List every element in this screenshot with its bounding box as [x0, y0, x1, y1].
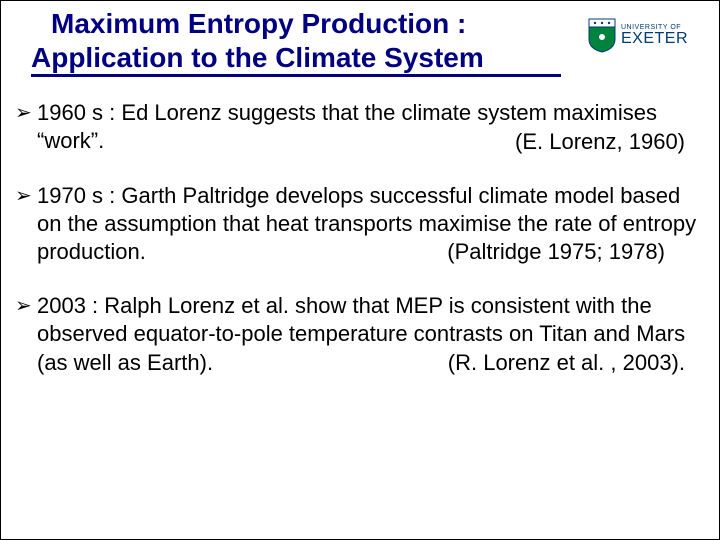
bullet-marker-icon: ➢	[15, 182, 37, 209]
bullet-item: ➢ 1960 s : Ed Lorenz suggests that the c…	[15, 99, 705, 155]
bullet-body: 2003 : Ralph Lorenz et al. show that MEP…	[37, 292, 705, 377]
shield-icon	[587, 17, 617, 53]
logo-big-text: EXETER	[621, 31, 688, 47]
title-underline: Application to the Climate System	[31, 41, 561, 78]
bullet-reference: (E. Lorenz, 1960)	[37, 128, 705, 156]
content-area: ➢ 1960 s : Ed Lorenz suggests that the c…	[1, 89, 719, 377]
bullet-marker-icon: ➢	[15, 99, 37, 126]
bullet-marker-icon: ➢	[15, 292, 37, 319]
bullet-item: ➢ 1970 s : Garth Paltridge develops succ…	[15, 182, 705, 267]
bullet-body: 1970 s : Garth Paltridge develops succes…	[37, 182, 705, 267]
title-line-1: Maximum Entropy Production :	[31, 7, 579, 41]
header: Maximum Entropy Production : Application…	[1, 1, 719, 89]
university-logo: UNIVERSITY OF EXETER	[587, 11, 707, 59]
bullet-item: ➢ 2003 : Ralph Lorenz et al. show that M…	[15, 292, 705, 377]
bullet-body: 1960 s : Ed Lorenz suggests that the cli…	[37, 99, 705, 155]
title-block: Maximum Entropy Production : Application…	[31, 7, 579, 77]
title-line-2: Application to the Climate System	[31, 41, 561, 75]
